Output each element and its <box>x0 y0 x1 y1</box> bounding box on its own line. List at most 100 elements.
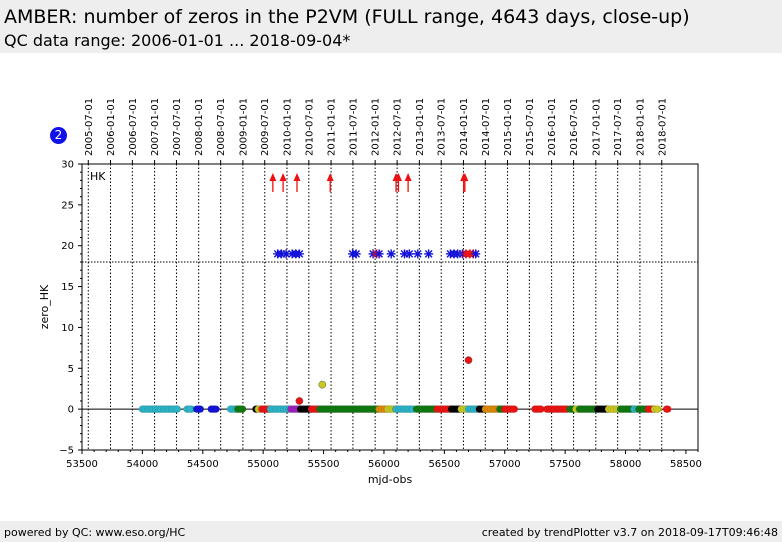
arrow-head <box>279 173 287 181</box>
date-tick-label: 2014-07-01 <box>481 98 492 156</box>
star-point <box>386 249 396 259</box>
x-tick-label: 55500 <box>308 459 340 470</box>
axes: 53500 54000 54500 55000 55500 56000 56500 57000… <box>59 160 702 471</box>
footer: powered by QC: www.eso.org/HC created by… <box>0 521 782 542</box>
arrow-head <box>461 173 469 181</box>
x-tick-label: 57500 <box>549 459 581 470</box>
date-tick-label: 2013-07-01 <box>437 98 448 156</box>
arrow-head <box>326 173 334 181</box>
data-point <box>536 405 544 413</box>
star-point <box>424 249 434 259</box>
y-axis-label: zero_HK <box>38 284 51 329</box>
out-of-range-arrow <box>269 173 277 192</box>
date-tick-label: 2016-07-01 <box>569 98 580 156</box>
star-stroke <box>295 250 304 258</box>
date-tick-label: 2018-07-01 <box>657 98 668 156</box>
data-point <box>509 405 517 413</box>
data-point <box>173 405 181 413</box>
date-tick-label: 2007-07-01 <box>172 98 183 156</box>
data-point <box>663 405 671 413</box>
x-tick-label: 58000 <box>610 459 642 470</box>
date-tick-label: 2014-01-01 <box>459 98 470 156</box>
date-tick-label: 2017-07-01 <box>613 98 624 156</box>
date-tick-label: 2015-01-01 <box>503 98 514 156</box>
date-tick-label: 2012-07-01 <box>393 98 404 156</box>
data-point <box>318 380 327 389</box>
chart-subtitle: QC data range: 2006-01-01 ... 2018-09-04… <box>4 31 351 50</box>
y-tick-label: 5 <box>68 364 74 375</box>
star-point <box>281 249 291 259</box>
y-tick-label: 0 <box>68 405 74 416</box>
footer-credit: powered by QC: www.eso.org/HC <box>4 526 186 539</box>
date-tick-label: 2011-01-01 <box>327 98 338 156</box>
y-tick-label: 10 <box>61 323 74 334</box>
date-tick-label: 2008-01-01 <box>194 98 205 156</box>
star-stroke <box>405 250 414 258</box>
date-tick-label: 2012-01-01 <box>371 98 382 156</box>
data-point <box>464 356 473 364</box>
x-axis-label: mjd-obs <box>368 473 413 486</box>
data-point <box>186 405 194 413</box>
date-tick-label: 2006-01-01 <box>106 98 117 156</box>
date-tick-label: 2007-01-01 <box>150 98 161 156</box>
date-tick-label: 2010-07-01 <box>304 98 315 156</box>
x-tick-label: 58500 <box>670 459 702 470</box>
data-marks <box>138 173 672 413</box>
x-tick-label: 57000 <box>489 459 521 470</box>
out-of-range-arrow <box>404 173 412 192</box>
data-point <box>653 405 661 413</box>
data-point <box>195 405 203 413</box>
star-stroke <box>471 250 480 258</box>
date-tick-label: 2018-01-01 <box>635 98 646 156</box>
star-point <box>404 249 414 259</box>
panel-label: HK <box>90 170 106 183</box>
footer-created: created by trendPlotter v3.7 on 2018-09-… <box>481 526 778 539</box>
date-tick-label: 2009-07-01 <box>260 98 271 156</box>
star-stroke <box>375 250 383 258</box>
star-point <box>471 249 481 259</box>
arrow-head <box>394 173 402 181</box>
x-tick-label: 53500 <box>66 459 98 470</box>
star-stroke <box>424 250 433 258</box>
data-point <box>210 405 218 413</box>
date-tick-label: 2005-07-01 <box>84 98 95 156</box>
date-tick-label: 2013-01-01 <box>415 98 426 156</box>
date-tick-label: 2011-07-01 <box>348 98 359 156</box>
x-tick-label: 56000 <box>368 459 400 470</box>
date-tick-label: 2008-07-01 <box>216 98 227 156</box>
star-point <box>413 249 423 259</box>
date-tick-label: 2015-07-01 <box>525 98 536 156</box>
date-axis: 2005-07-01 2006-01-01 2006-07-01 2007-01-01… <box>84 98 668 164</box>
out-of-range-arrow <box>394 173 402 192</box>
y-tick-label: 30 <box>61 160 74 171</box>
y-tick-label: 20 <box>61 241 74 252</box>
y-tick-label: 25 <box>61 200 74 211</box>
plot-frame <box>81 163 699 451</box>
star-stroke <box>387 250 396 258</box>
header: AMBER: number of zeros in the P2VM (FULL… <box>0 0 782 53</box>
star-point <box>351 249 361 259</box>
date-tick-label: 2017-01-01 <box>591 98 602 156</box>
data-point <box>295 397 304 405</box>
star-point <box>374 249 384 259</box>
star-stroke <box>413 250 422 258</box>
y-tick-label: 15 <box>61 282 74 293</box>
date-tick-label: 2010-01-01 <box>282 98 293 156</box>
star-stroke <box>352 250 361 258</box>
arrow-head <box>293 173 301 181</box>
x-tick-label: 55000 <box>247 459 279 470</box>
arrow-head <box>269 173 277 181</box>
out-of-range-arrow <box>293 173 301 192</box>
out-of-range-arrow <box>326 173 334 192</box>
x-tick-label: 54500 <box>187 459 219 470</box>
x-tick-label: 54000 <box>126 459 158 470</box>
date-tick-label: 2016-01-01 <box>547 98 558 156</box>
y-tick-label: −5 <box>59 446 74 457</box>
date-tick-label: 2006-07-01 <box>128 98 139 156</box>
star-stroke <box>282 250 290 258</box>
out-of-range-arrow <box>279 173 287 192</box>
data-point <box>236 405 245 413</box>
chart-title: AMBER: number of zeros in the P2VM (FULL… <box>4 6 690 28</box>
x-tick-label: 56500 <box>428 459 460 470</box>
